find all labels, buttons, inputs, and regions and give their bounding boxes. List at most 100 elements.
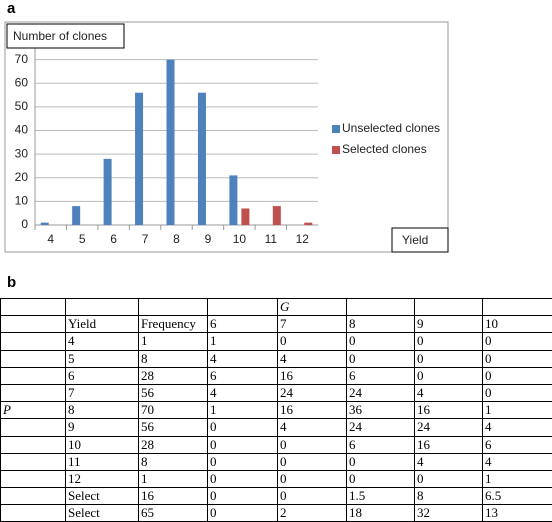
- table-row: Select 16 0 0 1.5 8 6.5: [0, 487, 552, 506]
- table-cell: 0: [277, 435, 347, 454]
- table-cell: 28: [138, 366, 208, 385]
- table-row: Yield Frequency 6 7 8 9 10: [0, 315, 552, 334]
- table-cell: 6: [482, 435, 552, 454]
- table-cell: 1.5: [346, 487, 415, 506]
- table-cell: 65: [138, 504, 208, 522]
- table-cell: 1: [138, 469, 208, 489]
- table-cell: [65, 297, 139, 317]
- table-row: Select 65 0 2 18 32 13: [0, 504, 552, 522]
- table-cell: 4: [65, 332, 139, 351]
- table-cell: 1: [207, 332, 278, 351]
- table-cell: [414, 297, 483, 317]
- bar: [272, 206, 281, 225]
- table-cell: 36: [346, 401, 415, 420]
- table-cell: [0, 418, 66, 437]
- panel-label: b: [7, 274, 17, 291]
- y-tick-label: 50: [15, 99, 29, 113]
- table: G Yield Frequency 6 7 8 9 10 4 1 1 0 0 0 0 5 8 4 4 0 0 0 6 28 6 1…: [0, 297, 552, 522]
- table-cell: 4: [482, 418, 552, 437]
- y-tick-label: 40: [15, 123, 29, 137]
- table-cell: 8: [414, 487, 483, 506]
- table-cell: P: [0, 401, 66, 420]
- bar: [135, 92, 144, 225]
- table-cell: [0, 297, 66, 317]
- table-cell: [0, 435, 66, 454]
- table-cell: Yield: [65, 315, 139, 334]
- table-row: 12 1 0 0 0 0 1: [0, 469, 552, 489]
- table-cell: 24: [346, 418, 415, 437]
- x-axis-title: Yield: [402, 233, 428, 247]
- table-cell: 6.5: [482, 487, 552, 506]
- y-tick-label: 0: [21, 217, 28, 231]
- panel-label: a: [7, 0, 16, 17]
- x-tick-label: 11: [265, 232, 278, 246]
- bar: [166, 59, 175, 225]
- table-cell: 16: [138, 487, 208, 506]
- table-cell: [0, 349, 66, 368]
- table-cell: 16: [277, 401, 347, 420]
- table-cell: 2: [277, 504, 347, 522]
- table-cell: 0: [207, 504, 278, 522]
- table-cell: 1: [207, 401, 278, 420]
- table-cell: 0: [207, 435, 278, 454]
- table-cell: G: [277, 297, 347, 317]
- bar: [197, 92, 206, 225]
- table-cell: Select: [65, 504, 139, 522]
- table-cell: [0, 315, 66, 334]
- table-cell: 6: [207, 366, 278, 385]
- table-cell: 0: [414, 349, 483, 368]
- table-row: 7 56 4 24 24 4 0: [0, 383, 552, 403]
- table-cell: 12: [65, 469, 139, 489]
- table-cell: 4: [277, 418, 347, 437]
- legend-swatch: [332, 146, 340, 154]
- x-tick-label: 6: [110, 232, 117, 246]
- table-cell: [0, 366, 66, 385]
- chart-frame: [4, 21, 449, 253]
- table-cell: 4: [207, 383, 278, 403]
- table-cell: 0: [346, 332, 415, 351]
- table-cell: [0, 504, 66, 522]
- table-cell: 0: [207, 452, 278, 471]
- table-cell: 8: [346, 315, 415, 334]
- legend-label: Selected clones: [342, 142, 427, 156]
- table-cell: 0: [207, 487, 278, 506]
- table-cell: 4: [207, 349, 278, 368]
- bar: [103, 158, 112, 225]
- table-cell: [0, 487, 66, 506]
- table-cell: 16: [277, 366, 347, 385]
- table-row: P 8 70 1 16 36 16 1: [0, 401, 552, 420]
- y-tick-label: 10: [15, 194, 29, 208]
- table-cell: 7: [277, 315, 347, 334]
- table-row: 10 28 0 0 6 16 6: [0, 435, 552, 454]
- table-cell: Frequency: [138, 315, 208, 334]
- table-cell: 0: [482, 332, 552, 351]
- y-tick-label: 30: [15, 146, 29, 160]
- table-cell: 1: [138, 332, 208, 351]
- table-cell: 16: [414, 435, 483, 454]
- table-cell: 0: [277, 487, 347, 506]
- table-cell: 0: [346, 452, 415, 471]
- table-cell: 8: [138, 452, 208, 471]
- bar: [241, 208, 250, 225]
- table-cell: 4: [277, 349, 347, 368]
- table-cell: 9: [414, 315, 483, 334]
- table-cell: 11: [65, 452, 139, 471]
- table-cell: 0: [346, 469, 415, 489]
- table-cell: 0: [277, 332, 347, 351]
- table-cell: 8: [65, 401, 139, 420]
- table-cell: 56: [138, 418, 208, 437]
- table-row: 11 8 0 0 0 4 4: [0, 452, 552, 471]
- y-axis-title: Number of clones: [13, 29, 107, 43]
- table-cell: 6: [207, 315, 278, 334]
- legend-swatch: [332, 125, 340, 133]
- table-cell: [0, 332, 66, 351]
- table-cell: 1: [482, 401, 552, 420]
- table-cell: 8: [138, 349, 208, 368]
- table-cell: [138, 297, 208, 317]
- table-cell: [346, 297, 415, 317]
- x-title-box: [391, 227, 449, 253]
- table-cell: 0: [482, 383, 552, 403]
- x-tick-label: 8: [173, 232, 180, 246]
- bar: [72, 206, 81, 225]
- bar: [229, 175, 238, 225]
